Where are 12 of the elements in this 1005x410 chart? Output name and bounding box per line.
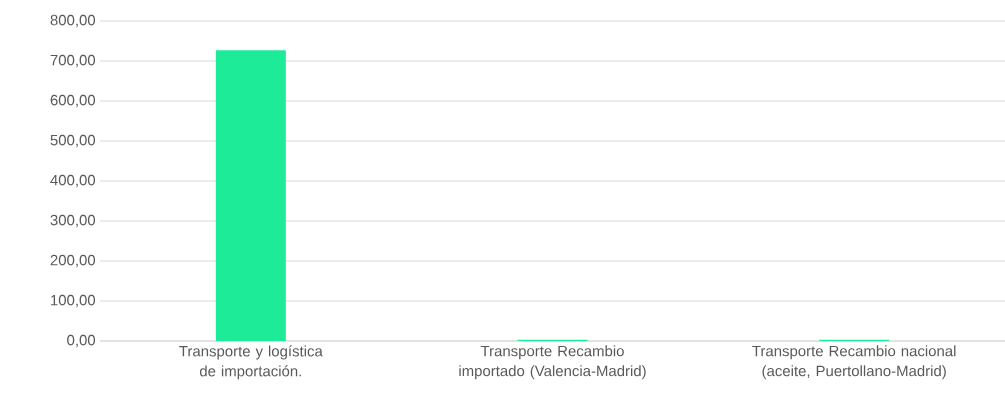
y-tick-label: 300,00: [50, 214, 96, 228]
y-tick-label: 100,00: [51, 294, 96, 308]
y-tick-label: 400,00: [50, 174, 96, 188]
y-tick-label: 700,00: [50, 54, 96, 68]
x-tick-label: Transporte Recambio importado (Valencia-Madrid): [459, 345, 646, 380]
x-tick-label: Transporte y logística de importación.: [179, 345, 323, 380]
y-tick-label: 0,00: [67, 334, 96, 348]
y-tick-label: 200,00: [50, 254, 96, 268]
x-tick-label: Transporte Recambio nacional (aceite, Puertollano-Madrid): [752, 345, 956, 380]
y-tick-label: 800,00: [50, 14, 96, 28]
y-tick-label: 600,00: [50, 94, 96, 108]
y-tick-label: 500,00: [50, 134, 96, 148]
